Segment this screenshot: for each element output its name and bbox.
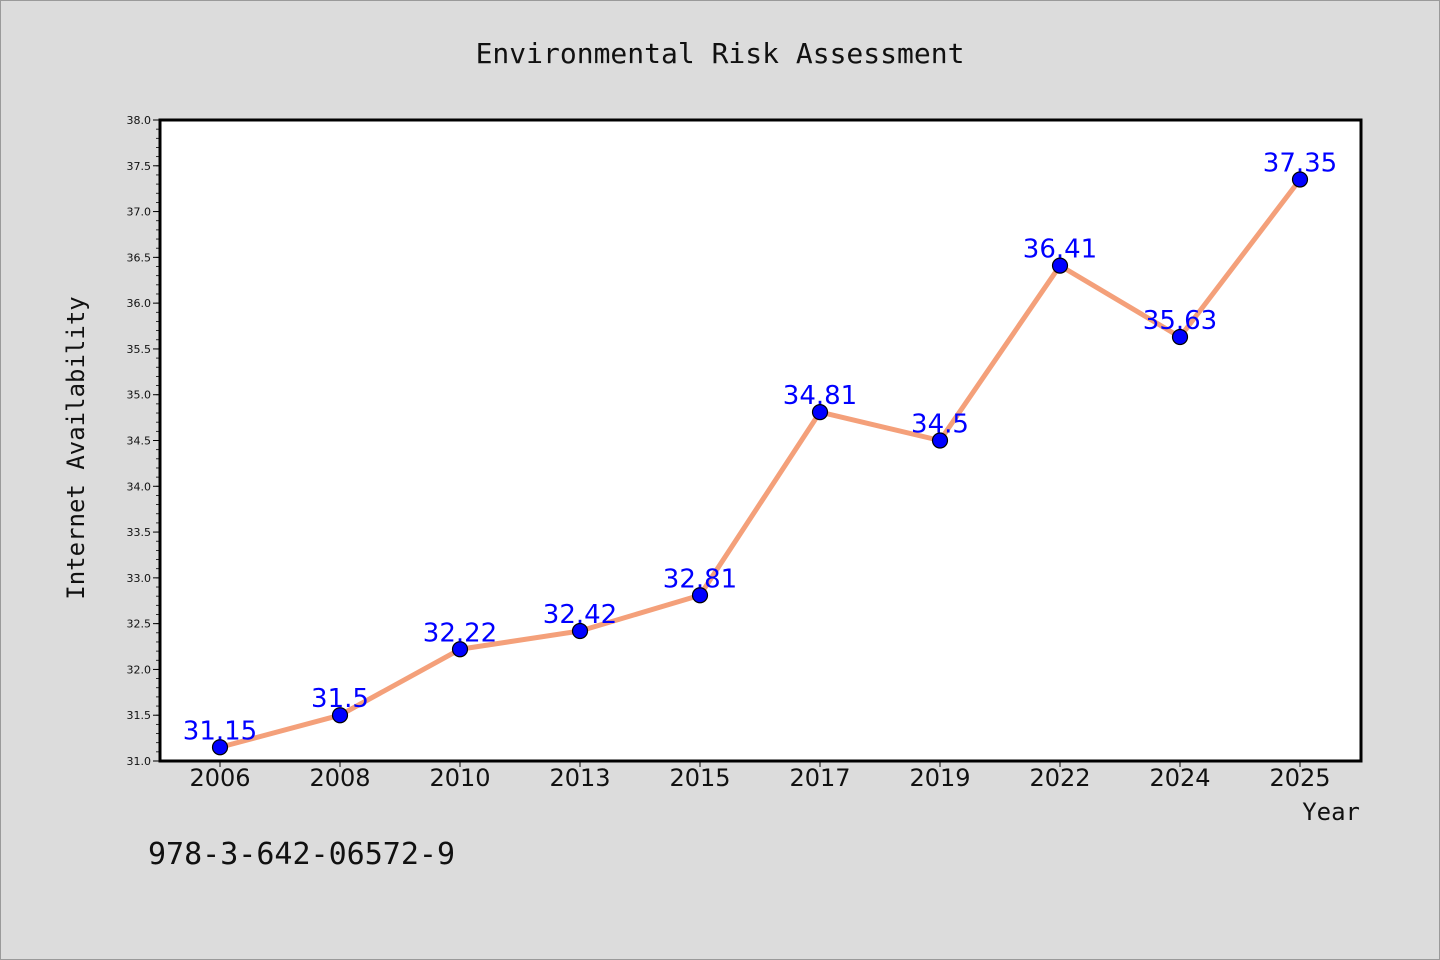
series-segment	[1057, 263, 1183, 340]
data-point	[211, 739, 229, 756]
series-segment	[937, 263, 1063, 443]
chart-title: Environmental Risk Assessment	[476, 37, 965, 70]
series-segment	[1177, 177, 1303, 340]
x-tick-label: 2015	[669, 764, 730, 792]
y-tick-label: 33.5	[127, 526, 152, 539]
x-axis: 2006 2008 2010 2013 2015 2017 2019 2022 2024 2025	[189, 761, 1331, 792]
y-tick-label: 31.0	[127, 755, 152, 768]
data-point	[931, 432, 949, 449]
y-tick-label: 38.0	[127, 114, 152, 127]
data-point	[1171, 328, 1189, 346]
data-label: 32.22	[423, 618, 497, 648]
y-tick-label: 36.5	[127, 251, 152, 264]
series-segment	[577, 592, 703, 634]
data-label: 37.35	[1263, 149, 1337, 179]
series-segment	[697, 409, 823, 598]
data-point	[1051, 257, 1069, 274]
data-point	[451, 641, 469, 658]
x-tick-label: 2010	[429, 764, 490, 792]
data-markers	[211, 171, 1309, 756]
data-point	[691, 587, 709, 604]
y-tick-label: 34.0	[127, 480, 152, 493]
y-tick-label: 37.0	[127, 206, 152, 219]
data-label: 34.81	[783, 381, 857, 411]
data-labels: 31.15 31.5 32.22 32.42 32.81 34.81 34.5 36.41 35…	[183, 149, 1337, 747]
data-point	[1291, 171, 1309, 188]
x-tick-label: 2008	[309, 764, 370, 792]
data-point	[331, 707, 349, 724]
x-tick-label: 2013	[549, 764, 610, 792]
x-tick-label: 2006	[189, 764, 250, 792]
data-label: 34.5	[911, 410, 969, 440]
data-label: 35.63	[1143, 306, 1217, 336]
y-tick-label: 35.0	[127, 389, 152, 402]
y-tick-label: 36.0	[127, 297, 152, 310]
y-tick-label: 32.5	[127, 618, 152, 631]
plot-area	[158, 118, 1363, 763]
x-tick-label: 2024	[1149, 764, 1210, 792]
data-label: 36.41	[1023, 235, 1097, 265]
y-axis-label: Internet Availability	[62, 296, 90, 599]
data-point	[811, 404, 829, 421]
y-tick-label: 33.0	[127, 572, 152, 585]
y-tick-label: 34.5	[127, 435, 152, 448]
data-label: 32.81	[663, 564, 737, 594]
x-tick-label: 2019	[909, 764, 970, 792]
y-tick-label: 35.5	[127, 343, 152, 356]
x-axis-label: Year	[1302, 798, 1360, 826]
data-label: 32.42	[543, 600, 617, 630]
series-segment	[457, 628, 583, 652]
data-label: 31.15	[183, 716, 257, 746]
x-tick-label: 2025	[1269, 764, 1330, 792]
series-segment	[337, 646, 463, 718]
footer-code: 978-3-642-06572-9	[148, 837, 455, 872]
y-axis: 31.0 31.5 32.0 32.5 33.0 33.5 34.0 34.5 35.0 35.5…	[127, 114, 160, 768]
data-label: 31.5	[311, 684, 369, 714]
y-tick-label: 32.0	[127, 663, 152, 676]
series-line	[217, 177, 1303, 750]
data-point	[571, 622, 589, 640]
y-tick-label: 37.5	[127, 160, 152, 173]
series-segment	[217, 712, 343, 750]
series-segment	[817, 409, 943, 443]
y-tick-label: 31.5	[127, 709, 152, 722]
x-tick-label: 2017	[789, 764, 850, 792]
x-tick-label: 2022	[1029, 764, 1090, 792]
